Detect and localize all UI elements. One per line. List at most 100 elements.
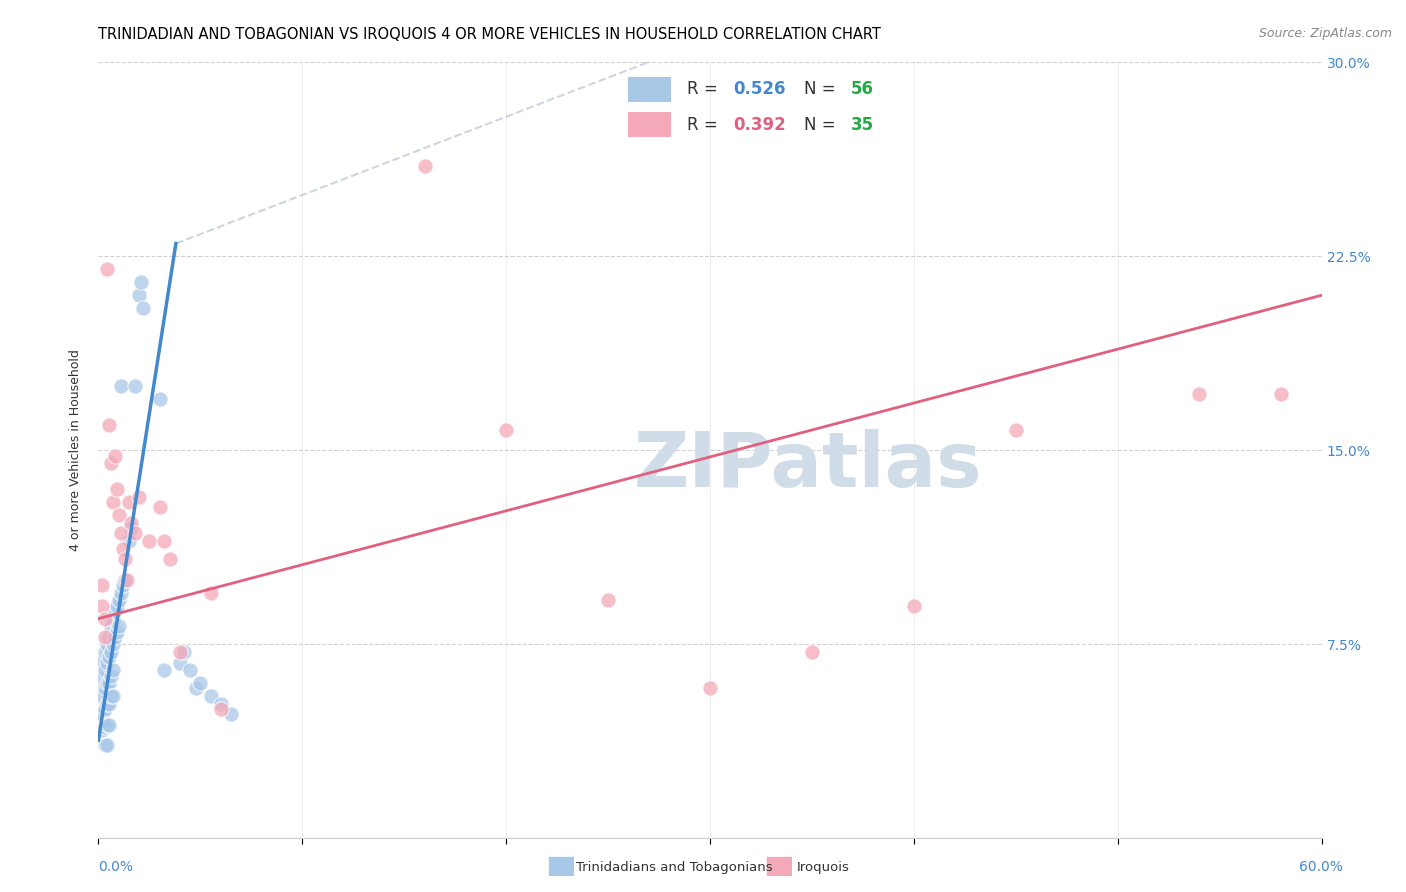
Point xyxy=(110,526,132,541)
Point xyxy=(138,533,160,548)
Point xyxy=(91,690,114,704)
Point xyxy=(108,508,131,523)
Point xyxy=(96,739,118,753)
Point xyxy=(93,664,115,678)
Point xyxy=(91,578,114,592)
Point xyxy=(1004,423,1026,437)
Point xyxy=(903,599,925,613)
Point xyxy=(495,423,517,437)
Point xyxy=(186,681,208,696)
Point xyxy=(105,482,128,496)
Point xyxy=(104,449,127,463)
Point xyxy=(169,645,191,659)
Point xyxy=(100,668,122,682)
Text: Trinidadians and Tobagonians: Trinidadians and Tobagonians xyxy=(576,861,773,873)
Point xyxy=(179,664,201,678)
Point xyxy=(118,495,141,509)
Text: Iroquois: Iroquois xyxy=(797,861,851,873)
Text: 0.526: 0.526 xyxy=(733,80,786,98)
Point xyxy=(124,379,146,393)
Point xyxy=(120,516,142,530)
Point xyxy=(219,707,242,722)
Point xyxy=(93,645,115,659)
Point xyxy=(699,681,721,696)
Point xyxy=(91,723,114,737)
Point xyxy=(91,707,114,722)
Point xyxy=(104,630,127,644)
Point xyxy=(200,586,222,600)
Point xyxy=(93,720,115,734)
Text: ZIPatlas: ZIPatlas xyxy=(634,429,983,503)
Point xyxy=(101,495,124,509)
Point xyxy=(105,599,128,613)
FancyBboxPatch shape xyxy=(548,856,574,876)
Point xyxy=(97,630,120,644)
Y-axis label: 4 or more Vehicles in Household: 4 or more Vehicles in Household xyxy=(69,350,83,551)
Point xyxy=(89,656,111,670)
Point xyxy=(93,630,115,644)
Point xyxy=(124,526,146,541)
Point xyxy=(108,619,131,633)
Text: 56: 56 xyxy=(851,80,873,98)
Point xyxy=(100,690,122,704)
Point xyxy=(209,697,232,711)
Point xyxy=(96,717,118,731)
Text: 60.0%: 60.0% xyxy=(1299,860,1343,874)
Point xyxy=(97,697,120,711)
Point xyxy=(114,573,136,587)
Point xyxy=(209,702,232,716)
Text: Source: ZipAtlas.com: Source: ZipAtlas.com xyxy=(1258,27,1392,40)
Point xyxy=(101,690,124,704)
Point xyxy=(598,593,620,607)
Point xyxy=(120,521,142,535)
Point xyxy=(173,645,195,659)
Point xyxy=(97,676,120,690)
Point xyxy=(413,159,436,173)
Point xyxy=(159,552,181,566)
Point xyxy=(97,717,120,731)
Point xyxy=(152,664,174,678)
Point xyxy=(128,490,150,504)
Point xyxy=(101,664,124,678)
Point xyxy=(169,656,191,670)
Point xyxy=(132,301,155,316)
Point xyxy=(96,697,118,711)
Point xyxy=(104,604,127,618)
Point xyxy=(96,637,118,651)
Point xyxy=(96,656,118,670)
Text: TRINIDADIAN AND TOBAGONIAN VS IROQUOIS 4 OR MORE VEHICLES IN HOUSEHOLD CORRELATI: TRINIDADIAN AND TOBAGONIAN VS IROQUOIS 4… xyxy=(98,27,882,42)
Text: N =: N = xyxy=(804,80,841,98)
Point xyxy=(110,379,132,393)
Point xyxy=(100,619,122,633)
Point xyxy=(96,262,118,277)
Point xyxy=(101,637,124,651)
Point xyxy=(1270,386,1292,401)
Point xyxy=(801,645,824,659)
FancyBboxPatch shape xyxy=(766,856,792,876)
Point xyxy=(93,702,115,716)
Point xyxy=(100,457,122,471)
Point xyxy=(118,533,141,548)
Point xyxy=(96,676,118,690)
Point xyxy=(114,552,136,566)
Point xyxy=(200,690,222,704)
FancyBboxPatch shape xyxy=(628,77,671,102)
Point xyxy=(111,541,134,556)
Point xyxy=(91,599,114,613)
Point xyxy=(93,681,115,696)
Point xyxy=(152,533,174,548)
Point xyxy=(129,275,152,289)
Text: 0.392: 0.392 xyxy=(733,116,786,134)
Point xyxy=(93,612,115,626)
Point xyxy=(108,593,131,607)
Text: 0.0%: 0.0% xyxy=(98,860,134,874)
Point xyxy=(111,578,134,592)
Point xyxy=(105,624,128,639)
Point xyxy=(149,392,172,406)
Point xyxy=(97,417,120,432)
Point xyxy=(93,739,115,753)
Point xyxy=(128,288,150,302)
Text: N =: N = xyxy=(804,116,841,134)
Point xyxy=(100,645,122,659)
Text: R =: R = xyxy=(686,116,723,134)
